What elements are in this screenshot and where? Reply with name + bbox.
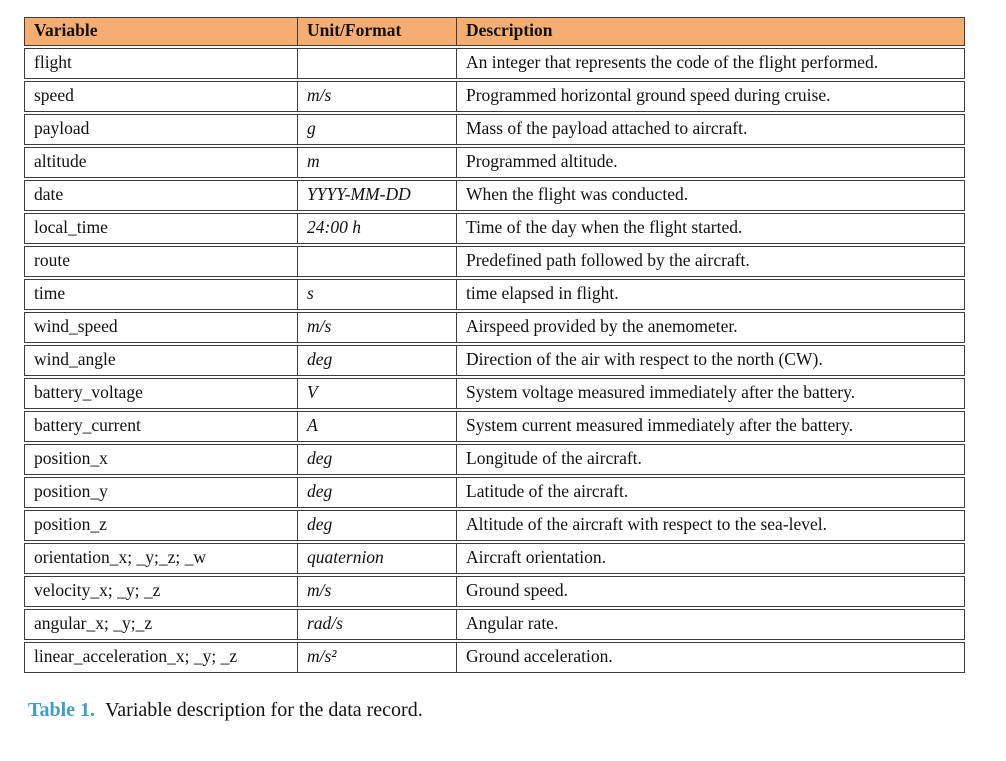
table-row: linear_acceleration_x; _y; _z m/s² Ground … [24,642,965,673]
description-cell: Predefined path followed by the aircraft… [456,246,965,277]
unit-cell: V [297,378,456,409]
description-cell: An integer that represents the code of t… [456,48,965,79]
table-row: date YYYY-MM-DD When the flight was conduc… [24,180,965,211]
description-cell: Ground speed. [456,576,965,607]
table-caption-text: Variable description for the data record… [105,699,423,721]
variable-cell: position_y [24,477,297,508]
table-row: time s time elapsed in flight. [24,279,965,310]
table-row: wind_angle deg Direction of the air with r… [24,345,965,376]
unit-cell: m/s² [297,642,456,673]
unit-cell: m [297,147,456,178]
table-row: route Predefined path followed by the air… [24,246,965,277]
table-body: flight An integer that represents the cod… [24,48,965,673]
table-row: local_time 24:00 h Time of the day when th… [24,213,965,244]
table-row: flight An integer that represents the cod… [24,48,965,79]
description-cell: System voltage measured immediately afte… [456,378,965,409]
variable-cell: velocity_x; _y; _z [24,576,297,607]
description-cell: System current measured immediately afte… [456,411,965,442]
column-header-description: Description [456,17,965,46]
variable-cell: date [24,180,297,211]
variable-cell: battery_current [24,411,297,442]
description-cell: Mass of the payload attached to aircraft… [456,114,965,145]
unit-cell [297,48,456,79]
table-caption: Table 1. Variable description for the dat… [24,699,1006,722]
table-header: Variable Unit/Format Description [24,17,965,46]
unit-cell: m/s [297,576,456,607]
variable-cell: altitude [24,147,297,178]
table-row: payload g Mass of the payload attached to … [24,114,965,145]
table-row: position_y deg Latitude of the aircraft. [24,477,965,508]
variable-cell: speed [24,81,297,112]
table-row: battery_current A System current measured … [24,411,965,442]
variable-description-table: Variable Unit/Format Description flight A… [24,15,965,675]
unit-cell: s [297,279,456,310]
description-cell: Direction of the air with respect to the… [456,345,965,376]
variable-cell: local_time [24,213,297,244]
description-cell: Altitude of the aircraft with respect to… [456,510,965,541]
description-cell: Ground acceleration. [456,642,965,673]
table-row: altitude m Programmed altitude. [24,147,965,178]
table-caption-label: Table 1. [28,699,96,721]
table-row: orientation_x; _y;_z; _w quaternion Aircra… [24,543,965,574]
variable-cell: wind_speed [24,312,297,343]
variable-cell: angular_x; _y;_z [24,609,297,640]
unit-cell: deg [297,510,456,541]
table-row: position_z deg Altitude of the aircraft wi… [24,510,965,541]
unit-cell: A [297,411,456,442]
unit-cell: m/s [297,312,456,343]
column-header-variable: Variable [24,17,297,46]
description-cell: Latitude of the aircraft. [456,477,965,508]
variable-cell: payload [24,114,297,145]
description-cell: time elapsed in flight. [456,279,965,310]
description-cell: Longitude of the aircraft. [456,444,965,475]
unit-cell: g [297,114,456,145]
variable-cell: wind_angle [24,345,297,376]
table-row: wind_speed m/s Airspeed provided by the an… [24,312,965,343]
variable-cell: orientation_x; _y;_z; _w [24,543,297,574]
description-cell: Angular rate. [456,609,965,640]
variable-cell: flight [24,48,297,79]
table-row: velocity_x; _y; _z m/s Ground speed. [24,576,965,607]
unit-cell: deg [297,444,456,475]
description-cell: Time of the day when the flight started. [456,213,965,244]
table-row: speed m/s Programmed horizontal ground spe… [24,81,965,112]
column-header-unit-format: Unit/Format [297,17,456,46]
unit-cell: YYYY-MM-DD [297,180,456,211]
unit-cell: 24:00 h [297,213,456,244]
description-cell: Aircraft orientation. [456,543,965,574]
variable-cell: linear_acceleration_x; _y; _z [24,642,297,673]
unit-cell: rad/s [297,609,456,640]
variable-cell: position_z [24,510,297,541]
description-cell: Airspeed provided by the anemometer. [456,312,965,343]
description-cell: Programmed altitude. [456,147,965,178]
unit-cell [297,246,456,277]
unit-cell: deg [297,477,456,508]
unit-cell: quaternion [297,543,456,574]
variable-cell: position_x [24,444,297,475]
table-row: battery_voltage V System voltage measured … [24,378,965,409]
table-row: angular_x; _y;_z rad/s Angular rate. [24,609,965,640]
table-header-row: Variable Unit/Format Description [24,17,965,46]
variable-cell: time [24,279,297,310]
table-row: position_x deg Longitude of the aircraft. [24,444,965,475]
variable-cell: battery_voltage [24,378,297,409]
unit-cell: deg [297,345,456,376]
unit-cell: m/s [297,81,456,112]
description-cell: Programmed horizontal ground speed durin… [456,81,965,112]
variable-cell: route [24,246,297,277]
description-cell: When the flight was conducted. [456,180,965,211]
